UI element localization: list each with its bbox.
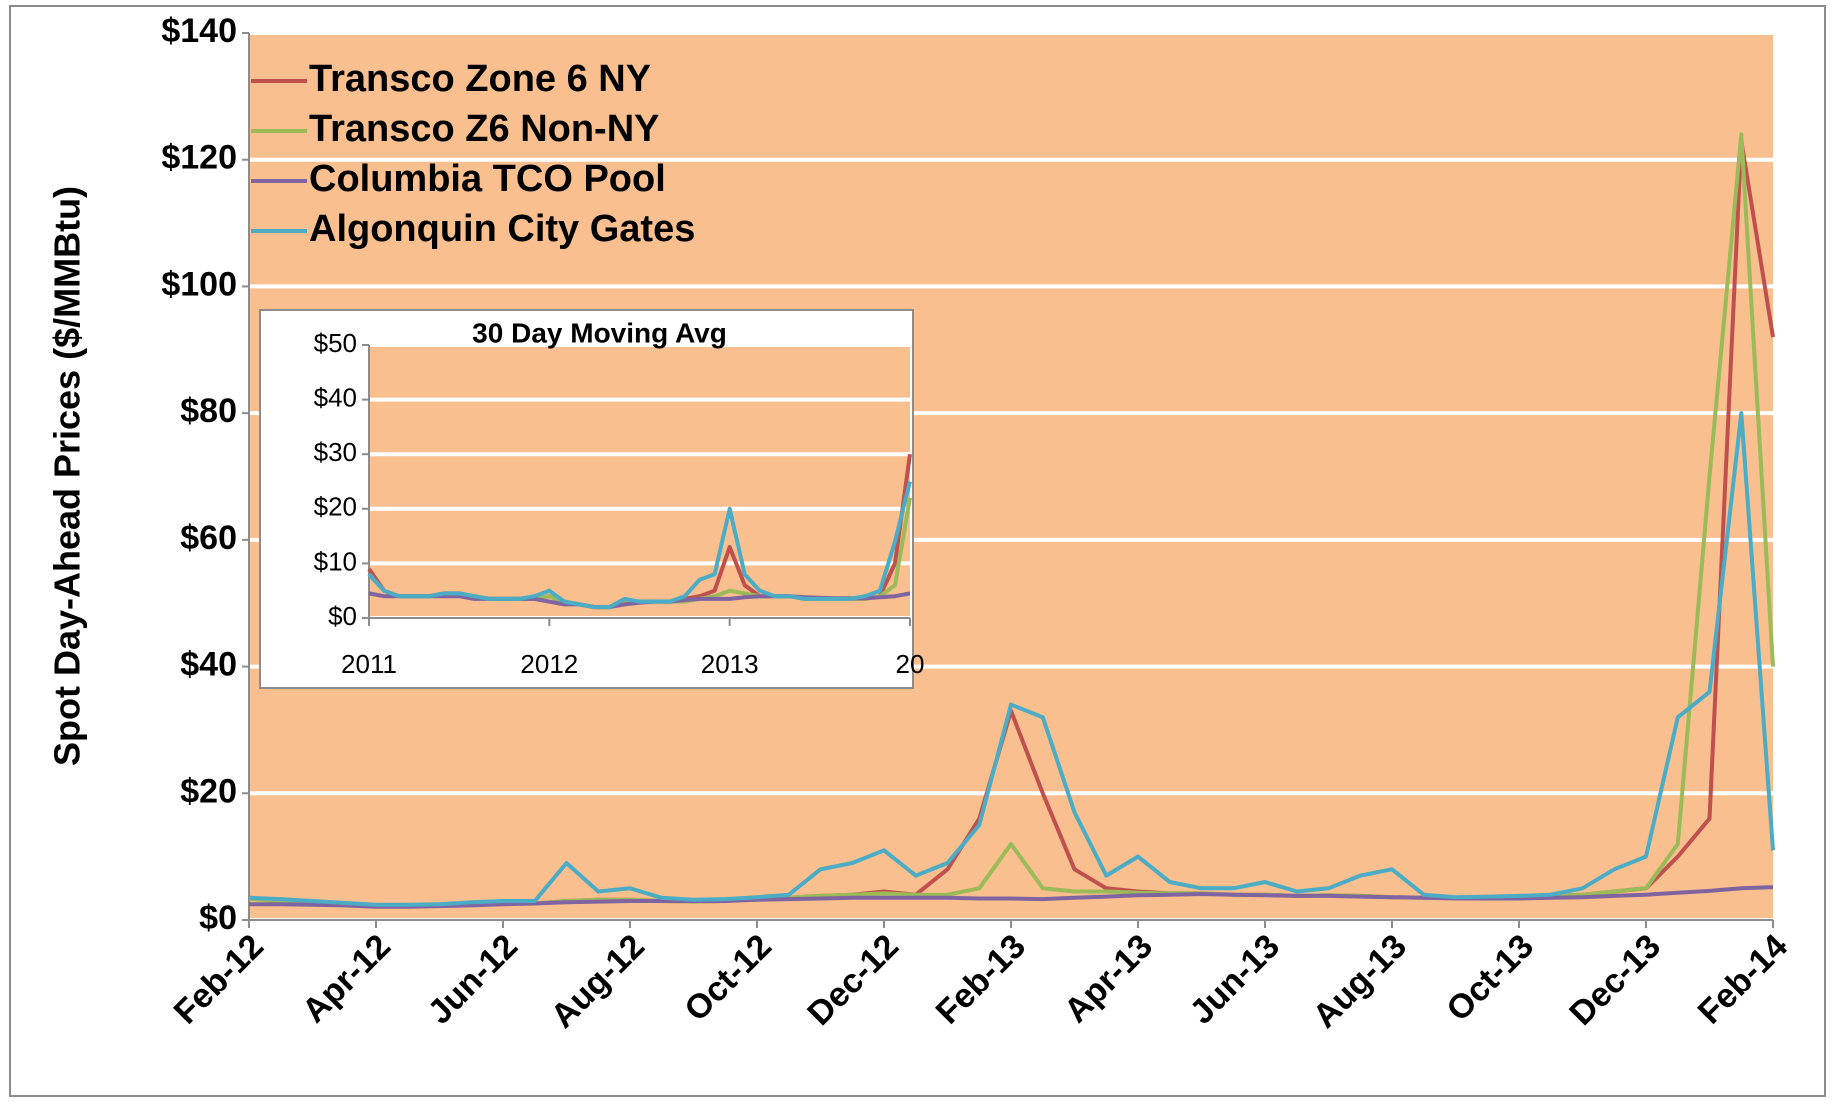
y-tick-label: $120 <box>161 139 237 177</box>
x-tick-label: 2011 <box>341 649 397 679</box>
y-tick-label: $30 <box>314 437 357 467</box>
x-tick-label: 2012 <box>520 649 578 679</box>
legend-label: Transco Zone 6 NY <box>309 58 651 100</box>
y-tick-label: $0 <box>199 899 237 937</box>
legend-label: Algonquin City Gates <box>309 208 695 250</box>
y-tick-label: $60 <box>180 519 237 557</box>
y-tick-label: $40 <box>314 382 357 412</box>
x-tick-label: 20 <box>896 649 925 679</box>
y-tick-label: $40 <box>180 646 237 684</box>
inset-plot: $0 $10 $20 $30 $40 $50 2011 2012 2013 20 30 Day Mo… <box>259 309 925 689</box>
series-line <box>249 885 1774 909</box>
legend-label: Transco Z6 Non-NY <box>309 108 660 150</box>
y-tick-label: $140 <box>161 12 237 50</box>
y-tick-label: $10 <box>314 546 357 576</box>
x-tick-label: 2013 <box>701 649 759 679</box>
y-tick-label: $20 <box>314 492 357 522</box>
y-tick-label: $50 <box>314 328 357 358</box>
y-tick-label: $80 <box>180 392 237 430</box>
inset-title: 30 Day Moving Avg <box>472 317 727 348</box>
series-line <box>248 411 1775 907</box>
y-axis-title: Spot Day-Ahead Prices ($/MMBtu) <box>47 186 88 766</box>
series-line <box>367 481 912 610</box>
legend-label: Columbia TCO Pool <box>309 158 666 200</box>
y-tick-label: $20 <box>180 772 237 810</box>
y-tick-label: $0 <box>328 601 357 631</box>
plot-area <box>369 345 910 618</box>
y-tick-label: $100 <box>161 265 237 303</box>
